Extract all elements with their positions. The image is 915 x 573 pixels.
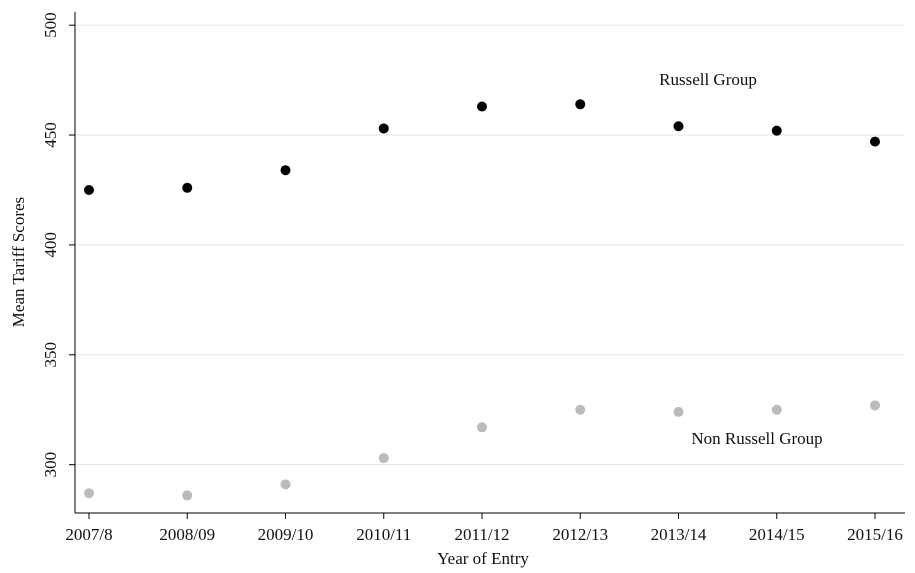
x-axis-title: Year of Entry bbox=[437, 549, 529, 568]
point bbox=[673, 406, 684, 417]
x-tick-label: 2007/8 bbox=[65, 525, 112, 544]
y-tick-label: 500 bbox=[41, 12, 60, 38]
point bbox=[182, 490, 193, 501]
point bbox=[84, 488, 94, 499]
point bbox=[477, 101, 487, 112]
point bbox=[378, 453, 389, 464]
x-tick-label: 2009/10 bbox=[258, 525, 314, 544]
point bbox=[280, 479, 291, 490]
x-tick-label: 2012/13 bbox=[552, 525, 608, 544]
point bbox=[84, 184, 94, 195]
point bbox=[378, 123, 389, 134]
y-tick-label: 350 bbox=[41, 342, 60, 368]
point bbox=[182, 182, 193, 193]
point bbox=[771, 404, 782, 415]
point bbox=[280, 165, 291, 176]
y-axis-title: Mean Tariff Scores bbox=[9, 197, 28, 327]
point bbox=[477, 422, 487, 433]
point bbox=[575, 404, 586, 415]
point bbox=[575, 99, 586, 110]
x-tick-label: 2011/12 bbox=[454, 525, 509, 544]
series-label: Russell Group bbox=[659, 70, 757, 89]
x-tick-label: 2013/14 bbox=[651, 525, 707, 544]
x-tick-label: 2014/15 bbox=[749, 525, 805, 544]
point bbox=[771, 125, 782, 136]
point bbox=[870, 136, 880, 147]
x-tick-label: 2015/16 bbox=[847, 525, 903, 544]
y-tick-label: 300 bbox=[41, 452, 60, 478]
point bbox=[673, 121, 684, 132]
point bbox=[870, 400, 880, 411]
x-tick-label: 2010/11 bbox=[356, 525, 411, 544]
y-tick-label: 450 bbox=[41, 122, 60, 148]
y-tick-label: 400 bbox=[41, 232, 60, 258]
x-tick-label: 2008/09 bbox=[159, 525, 215, 544]
series-label: Non Russell Group bbox=[691, 429, 822, 448]
